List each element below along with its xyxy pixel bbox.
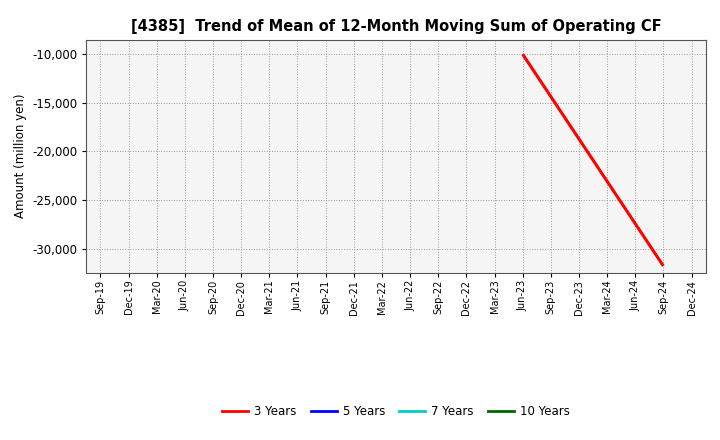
Title: [4385]  Trend of Mean of 12-Month Moving Sum of Operating CF: [4385] Trend of Mean of 12-Month Moving … <box>131 19 661 34</box>
Y-axis label: Amount (million yen): Amount (million yen) <box>14 94 27 218</box>
Legend: 3 Years, 5 Years, 7 Years, 10 Years: 3 Years, 5 Years, 7 Years, 10 Years <box>217 400 575 422</box>
